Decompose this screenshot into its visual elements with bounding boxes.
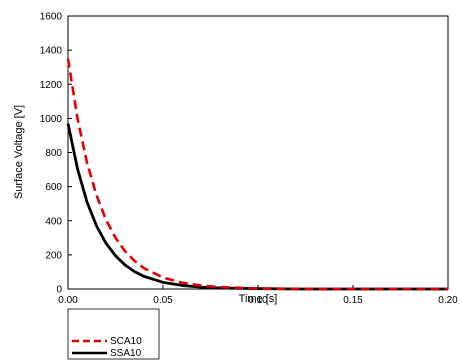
y-tick-label: 1600 [40,12,63,23]
y-axis-title: Surface Voltage [V] [13,105,25,199]
x-axis-ticks: 0.00 0.05 0.10 0.15 0.20 [58,285,458,306]
y-tick-label: 200 [45,250,62,261]
y-tick-label: 400 [45,216,62,227]
x-axis-title: Time [s] [239,293,278,305]
legend-box [67,308,160,360]
series-line-sca10 [66,58,448,291]
x-tick-label: 0.10 [248,295,268,306]
y-tick-label: 1000 [40,114,63,125]
plot-frame [67,15,449,290]
legend-label-ssa10: SSA10 [110,348,142,359]
plot-border [67,15,449,290]
x-tick-label: 0.05 [153,295,173,306]
legend-label-sca10: SCA10 [110,336,142,347]
x-tick-label: 0.20 [438,295,458,306]
y-tick-label: 1200 [40,80,63,91]
y-tick-label: 1400 [40,46,63,57]
series-line-ssa10 [66,123,448,291]
legend: SCA10 SSA10 [67,308,160,360]
x-tick-label: 0.00 [58,295,78,306]
y-tick-label: 600 [45,182,62,193]
y-tick-label: 0 [56,285,62,296]
y-axis-ticks: 0 200 400 600 800 1000 1200 1400 1600 [40,12,72,296]
y-tick-label: 800 [45,148,62,159]
x-tick-label: 0.15 [343,295,363,306]
series-lines [66,58,448,291]
